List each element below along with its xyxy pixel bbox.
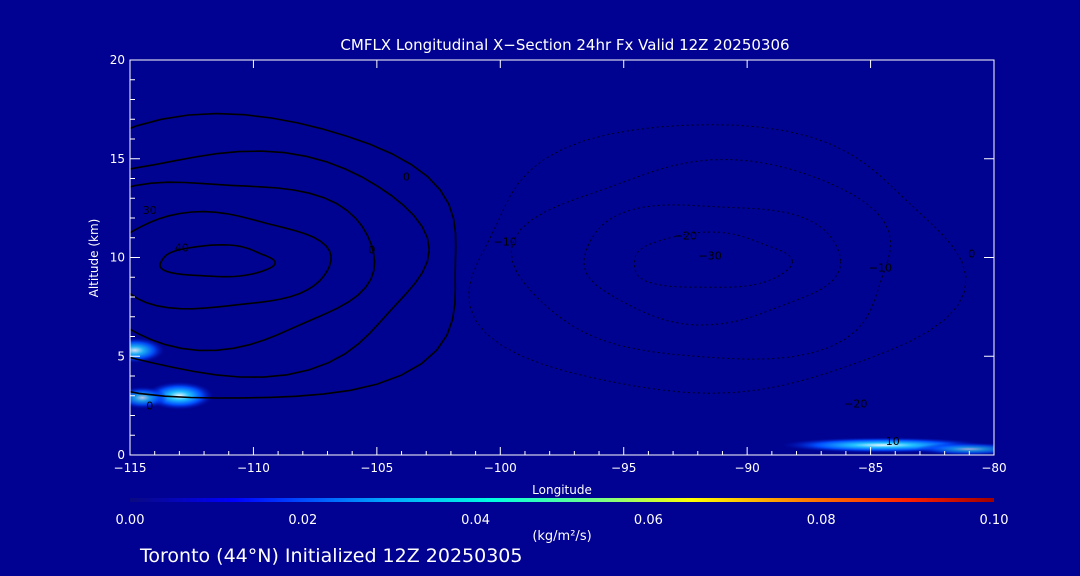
positive-contour — [159, 243, 277, 278]
negative-contour — [583, 204, 842, 326]
x-tick-label: −80 — [981, 461, 1006, 475]
x-tick-label: −115 — [114, 461, 147, 475]
colorbar-ticks: 0.00 0.02 0.04 0.06 0.08 0.10 — [116, 513, 1009, 528]
x-tick-label: −85 — [858, 461, 883, 475]
y-tick-label: 20 — [110, 53, 125, 67]
flux-blob — [915, 442, 994, 455]
contour-value-label: −20 — [844, 398, 867, 411]
x-axis-label: Longitude — [532, 483, 592, 497]
colorbar-tick-label: 0.02 — [288, 513, 317, 528]
contour-value-label: 40 — [175, 242, 189, 255]
contour-value-label: −10 — [494, 236, 517, 249]
contour-value-label: 30 — [143, 204, 157, 217]
colorbar-tick-label: 0.10 — [980, 513, 1009, 528]
colorbar-tick-label: 0.08 — [807, 513, 836, 528]
x-tick-label: −105 — [360, 461, 393, 475]
negative-contour — [468, 124, 967, 394]
contour-value-label: −30 — [699, 249, 722, 262]
negative-contour — [633, 231, 794, 288]
y-tick-label: 0 — [117, 448, 125, 462]
footer-caption: Toronto (44°N) Initialized 12Z 20250305 — [139, 545, 523, 567]
chart-title: CMFLX Longitudinal X−Section 24hr Fx Val… — [340, 36, 789, 54]
x-axis-ticks: −115 −110 −105 −100 −95 −90 −85 −80 — [114, 60, 1007, 475]
colorbar-tick-label: 0.06 — [634, 513, 663, 528]
y-tick-label: 10 — [110, 251, 125, 265]
positive-contour — [130, 150, 431, 378]
positive-contour — [130, 112, 457, 399]
flux-blob — [130, 386, 168, 409]
y-tick-label: 5 — [117, 349, 125, 363]
contour-value-label: 10 — [886, 435, 900, 448]
colorbar-unit-label: (kg/m²/s) — [532, 529, 591, 544]
colorbar-tick-label: 0.04 — [461, 513, 490, 528]
contour-value-label: 0 — [146, 400, 153, 413]
x-tick-label: −95 — [611, 461, 636, 475]
contour-value-label: 0 — [368, 244, 375, 257]
y-axis-ticks: 0 5 10 15 20 — [110, 53, 994, 462]
negative-contour — [510, 158, 892, 360]
plot-area — [130, 60, 994, 455]
positive-contour — [130, 210, 332, 310]
x-tick-label: −100 — [484, 461, 517, 475]
contour-value-label: 0 — [968, 248, 975, 261]
shaded-flux-layer — [130, 337, 994, 455]
colorbar-tick-label: 0.00 — [116, 513, 145, 528]
y-axis-label: Altitude (km) — [87, 219, 101, 298]
positive-contour — [130, 181, 376, 352]
contour-value-label: −10 — [869, 261, 892, 274]
contour-value-label: −20 — [674, 230, 697, 243]
contour-value-label: 0 — [403, 170, 410, 183]
x-tick-label: −90 — [734, 461, 759, 475]
contour-lines — [130, 112, 967, 399]
colorbar — [130, 498, 994, 502]
x-tick-label: −110 — [237, 461, 270, 475]
y-tick-label: 15 — [110, 152, 125, 166]
